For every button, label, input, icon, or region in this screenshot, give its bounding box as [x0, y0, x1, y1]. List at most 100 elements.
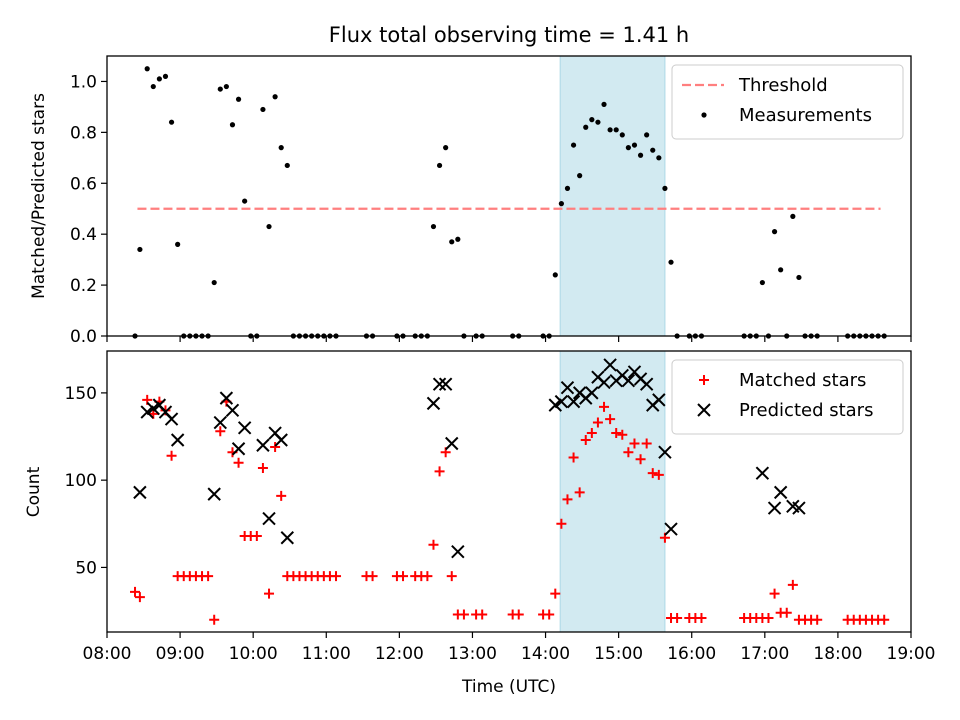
predicted-stars-point [548, 398, 562, 412]
predicted-stars-point [426, 396, 441, 411]
measurement-point [668, 259, 674, 265]
matched-stars-point [647, 468, 658, 479]
plot-frame [106, 55, 912, 337]
matched-stars-point [209, 614, 220, 625]
x-tick-label: 10:00 [229, 644, 278, 664]
measurement-point [260, 106, 266, 113]
matched-stars-point [458, 609, 469, 620]
measurement-point [175, 241, 181, 247]
predicted-stars-point [664, 522, 678, 536]
predicted-stars-point [213, 415, 227, 430]
x-tick-label: 19:00 [887, 644, 936, 664]
matched-stars-point [276, 490, 287, 501]
measurement-point [650, 147, 656, 153]
legend-label: Matched stars [739, 370, 866, 391]
predicted-stars-point [566, 394, 581, 409]
matched-stars-point [251, 531, 262, 542]
matched-stars-point [233, 457, 244, 468]
plot-frame [106, 350, 912, 633]
measurement-point [595, 119, 601, 125]
predicted-stars-point [274, 433, 288, 447]
legend-box [671, 359, 904, 435]
matched-stars-point [568, 452, 579, 463]
matched-stars-point [629, 438, 640, 449]
y-tick-label: 0.4 [70, 225, 97, 245]
measurement-point [162, 73, 169, 79]
y-tick-label: 0.6 [70, 174, 97, 194]
predicted-stars-point [621, 373, 636, 388]
measurement-point [759, 279, 765, 286]
measurement-point [266, 223, 272, 230]
x-tick-label: 08:00 [83, 644, 132, 664]
matched-stars-point [623, 447, 634, 458]
predicted-stars-point [219, 391, 234, 405]
measurement-point [242, 198, 248, 204]
predicted-stars-point [432, 377, 447, 391]
predicted-stars-point [597, 375, 611, 390]
predicted-stars-point [585, 386, 599, 400]
y-tick-label: 100 [65, 471, 97, 491]
predicted-stars-point [231, 442, 246, 456]
chart-title: Flux total observing time = 1.41 h [329, 23, 689, 47]
x-tick-label: 11:00 [302, 644, 351, 664]
matched-stars-point [611, 428, 622, 439]
predicted-stars-point [207, 487, 221, 501]
measurement-point [637, 152, 644, 158]
predicted-stars-point [140, 405, 154, 419]
x-tick-label: 18:00 [813, 644, 862, 664]
measurement-point [284, 162, 290, 169]
matched-stars-point [562, 494, 573, 505]
measurement-point [796, 274, 802, 281]
measurement-point [443, 145, 449, 151]
matched-stars-point [769, 588, 780, 599]
measurement-point [570, 142, 577, 148]
predicted-stars-point [792, 501, 806, 515]
matched-stars-point [130, 586, 141, 597]
predicted-stars-point [256, 438, 270, 452]
measurement-point [790, 213, 796, 219]
predicted-stars-point [438, 377, 453, 391]
x-tick-label: 16:00 [667, 644, 716, 664]
measurement-point [607, 127, 613, 133]
x-tick-label: 15:00 [594, 644, 643, 664]
matched-stars-point [264, 588, 275, 599]
matched-stars-point [203, 571, 214, 582]
measurement-point [644, 132, 650, 138]
predicted-stars-point [658, 445, 672, 459]
predicted-stars-point [639, 377, 654, 391]
measurement-point [229, 122, 236, 128]
predicted-stars-point [603, 358, 617, 372]
matched-stars-point [653, 469, 664, 480]
y-tick-label: 0.2 [70, 276, 97, 296]
matched-stars-point [787, 579, 798, 590]
predicted-stars-point [560, 380, 575, 395]
matched-stars-point [580, 435, 591, 446]
measurement-point [430, 223, 437, 230]
measurement-point [589, 117, 595, 123]
measurement-point [613, 127, 619, 133]
measurement-point [564, 185, 571, 191]
matched-stars-point [446, 571, 457, 582]
matched-stars-point [617, 429, 628, 440]
matched-stars-point [428, 539, 439, 550]
matched-stars-point [550, 588, 561, 599]
matched-stars-point [331, 571, 342, 582]
measurement-point [631, 142, 638, 148]
matched-stars-point [599, 401, 610, 412]
x-tick-label: 12:00 [375, 644, 424, 664]
measurement-point [144, 66, 150, 72]
matched-stars-point [270, 441, 281, 452]
legend-matched-swatch [699, 375, 709, 385]
measurement-point [552, 272, 558, 278]
matched-stars-point [696, 613, 707, 624]
measurement-point [436, 162, 443, 169]
matched-stars-point [544, 609, 555, 620]
measurement-point [577, 173, 583, 179]
legend-label: Measurements [739, 105, 872, 126]
x-tick-label: 14:00 [521, 644, 570, 664]
measurement-point [168, 119, 175, 125]
measurement-point [619, 132, 625, 138]
matched-stars-point [635, 454, 646, 465]
matched-stars-point [556, 518, 567, 529]
measurement-point [662, 185, 668, 191]
